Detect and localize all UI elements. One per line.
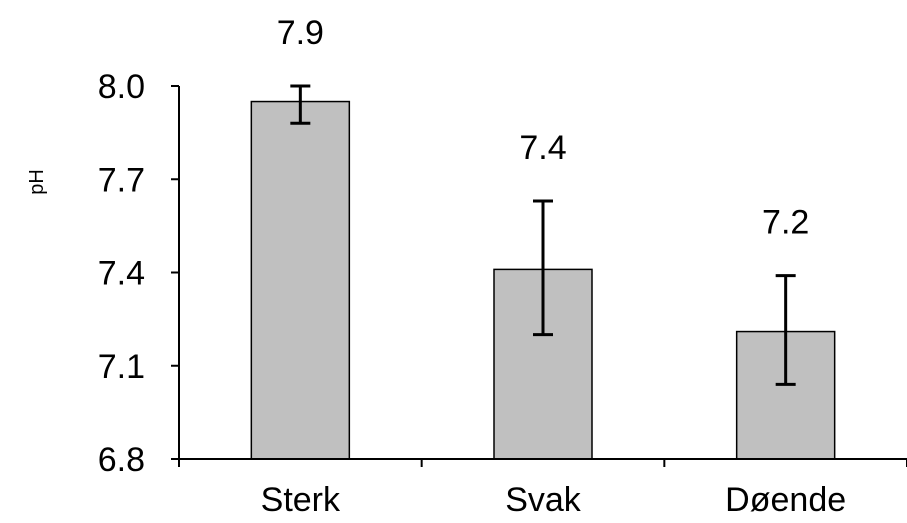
x-category-label: Døende [725,481,846,519]
data-label: 7.9 [277,14,324,52]
y-tick-label: 7.1 [98,348,145,386]
y-tick-label: 6.8 [98,441,145,479]
error-bars-group [290,84,796,386]
y-axis-title: pH [26,169,48,195]
x-axis-ticks: Sterk Svak Døende [178,459,907,519]
bar-sterk [250,100,351,460]
x-category-label: Svak [505,481,582,519]
y-tick-label: 7.4 [98,255,145,293]
x-category-label: Sterk [261,481,341,519]
bars-group [250,100,836,460]
y-tick-label: 7.7 [98,161,145,199]
data-label: 7.2 [762,204,809,242]
y-axis-ticks: 6.8 7.1 7.4 7.7 8.0 [98,68,179,479]
y-tick-label: 8.0 [98,68,145,106]
data-labels-group: 7.9 7.4 7.2 [277,14,810,242]
data-label: 7.4 [519,129,566,167]
